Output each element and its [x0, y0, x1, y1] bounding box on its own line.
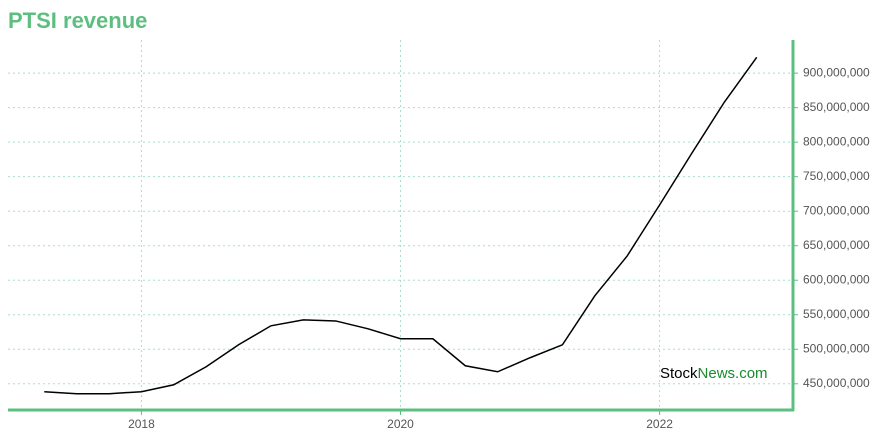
y-tick-label: 600,000,000 — [803, 272, 870, 286]
y-tick-label: 550,000,000 — [803, 307, 870, 321]
y-tick-label: 700,000,000 — [803, 203, 870, 217]
x-tick-label: 2018 — [128, 417, 155, 431]
watermark-part: Stock — [660, 365, 698, 382]
y-tick-label: 850,000,000 — [803, 100, 870, 114]
x-tick-label: 2022 — [646, 417, 673, 431]
y-tick-label: 900,000,000 — [803, 65, 870, 79]
line — [44, 56, 758, 395]
watermark-part: News.com — [698, 365, 768, 382]
y-tick-label: 500,000,000 — [803, 341, 870, 355]
y-tick-label: 800,000,000 — [803, 134, 870, 148]
watermark: StockNews.com — [660, 365, 768, 382]
y-tick-label: 750,000,000 — [803, 169, 870, 183]
x-tick-label: 2020 — [387, 417, 414, 431]
chart-title: PTSI revenue — [8, 8, 147, 33]
y-tick-label: 650,000,000 — [803, 238, 870, 252]
y-tick-label: 450,000,000 — [803, 376, 870, 390]
